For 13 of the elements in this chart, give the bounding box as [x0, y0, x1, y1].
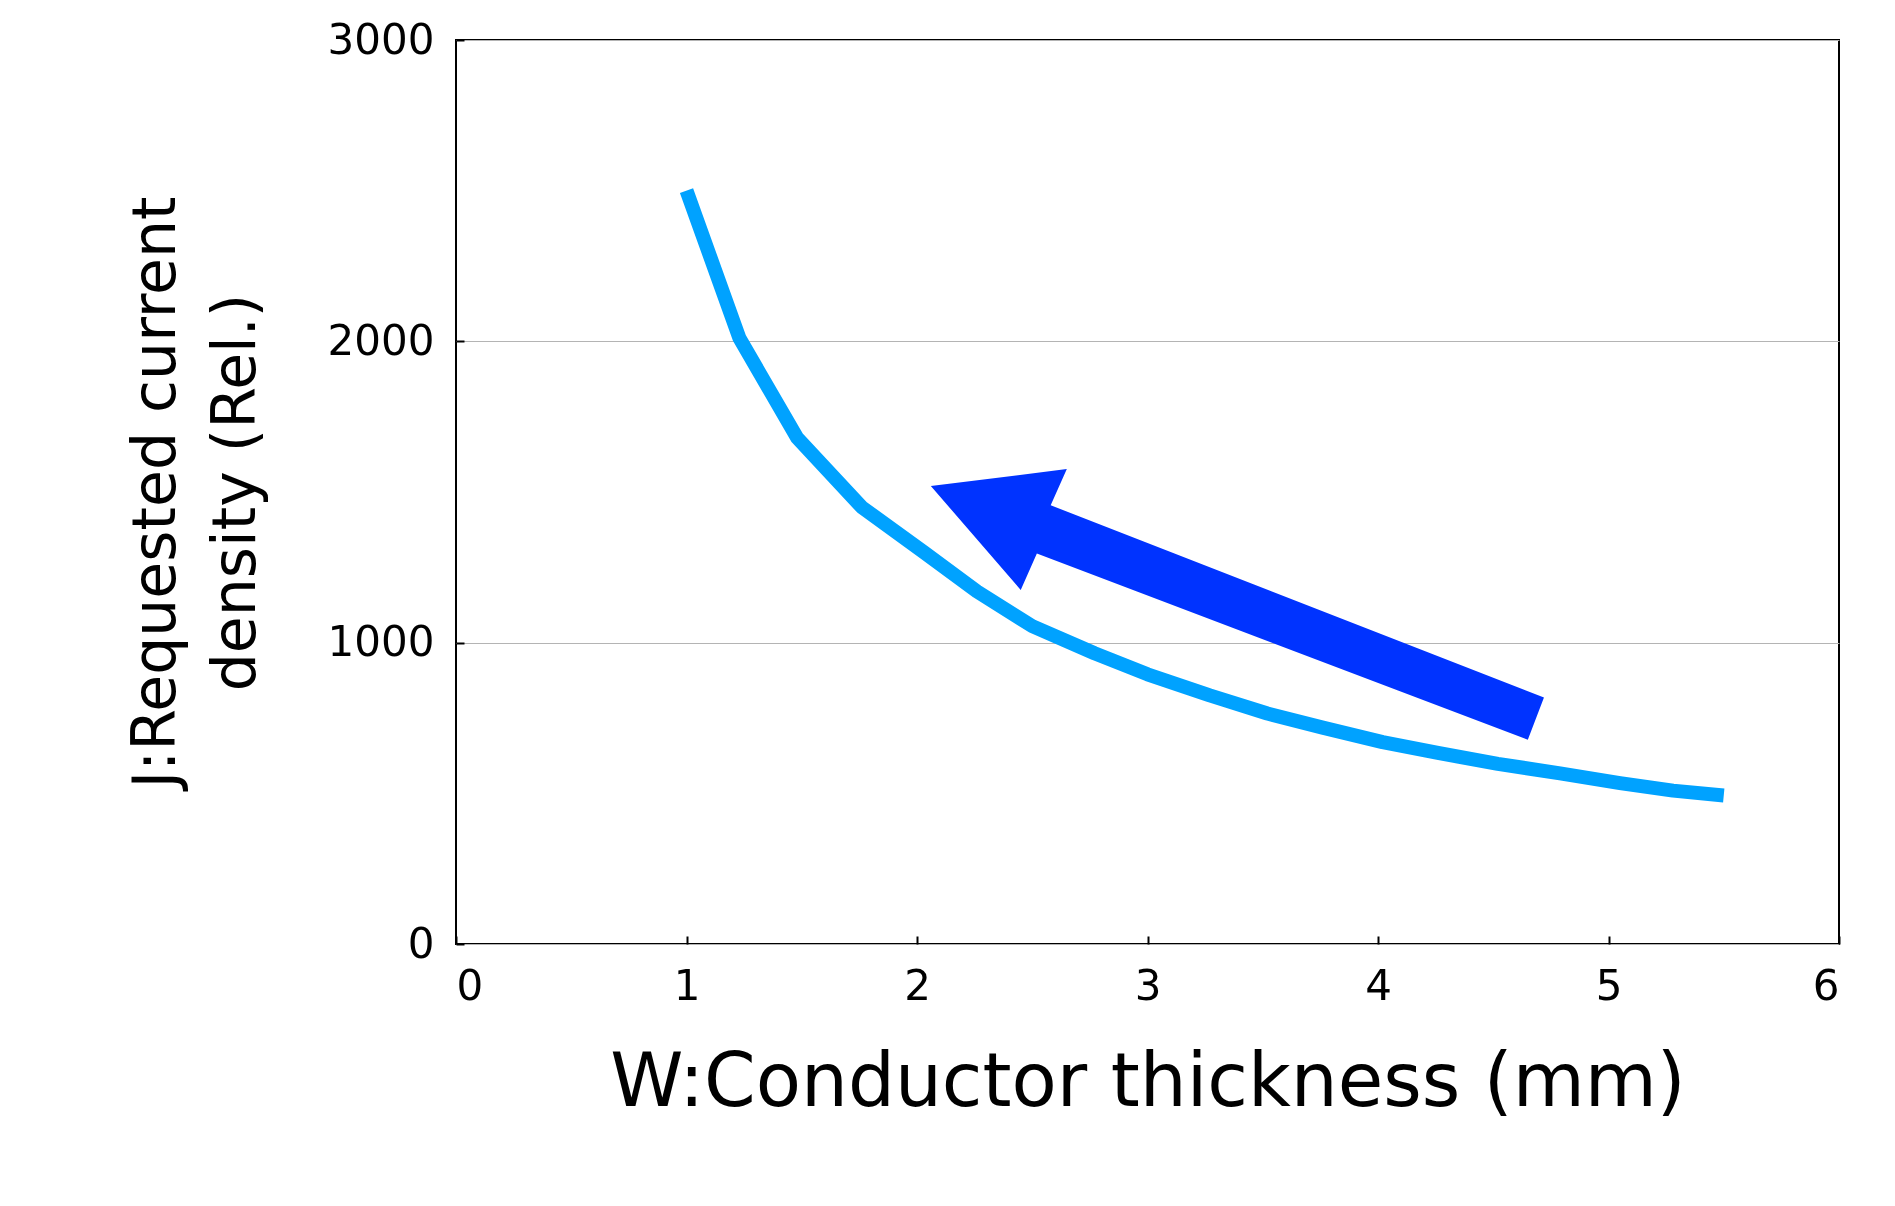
x-tick-label: 3 — [1134, 960, 1162, 1010]
x-tick-label: 0 — [456, 960, 484, 1010]
y-tick-label: 2000 — [327, 315, 435, 365]
x-tick-label: 4 — [1365, 960, 1392, 1010]
x-tick-label: 6 — [1812, 960, 1840, 1010]
y-axis-title: J:Requested current density (Rel.) — [118, 196, 269, 793]
x-axis-title: W:Conductor thickness (mm) — [610, 1036, 1686, 1123]
y-tick-label: 3000 — [327, 14, 435, 64]
x-tick-label: 5 — [1595, 960, 1623, 1010]
x-tick-label: 2 — [904, 960, 931, 1010]
x-tick-label: 1 — [673, 960, 701, 1010]
y-tick-label: 1000 — [327, 617, 435, 667]
y-tick-label: 0 — [407, 918, 435, 968]
